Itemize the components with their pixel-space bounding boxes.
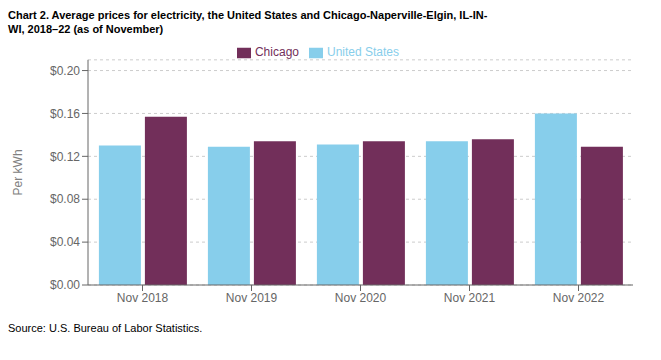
html-text:Chart 2. Average prices for el: Chart 2. Average prices for electricity,… xyxy=(8,9,488,21)
html-text:Source: U.S. Bureau of Labor S: Source: U.S. Bureau of Labor Statistics. xyxy=(8,322,203,334)
svg-text:Nov 2022: Nov 2022 xyxy=(553,291,605,305)
svg-text:$0.12: $0.12 xyxy=(50,150,80,164)
svg-text:Nov 2021: Nov 2021 xyxy=(444,291,496,305)
html-text:Chicago: Chicago xyxy=(255,45,299,59)
svg-text:$0.04: $0.04 xyxy=(50,235,80,249)
svg-text:Nov 2020: Nov 2020 xyxy=(335,291,387,305)
svg-text:Per kWh: Per kWh xyxy=(11,149,25,195)
svg-text:$0.20: $0.20 xyxy=(50,64,80,78)
html-text:WI, 2018–22 (as of November): WI, 2018–22 (as of November) xyxy=(8,23,164,35)
svg-text:Nov 2018: Nov 2018 xyxy=(117,291,169,305)
svg-text:Nov 2019: Nov 2019 xyxy=(226,291,278,305)
html-text:United States: United States xyxy=(327,45,399,59)
svg-text:$0.08: $0.08 xyxy=(50,192,80,206)
svg-text:$0.16: $0.16 xyxy=(50,107,80,121)
svg-text:$0.00: $0.00 xyxy=(50,278,80,292)
